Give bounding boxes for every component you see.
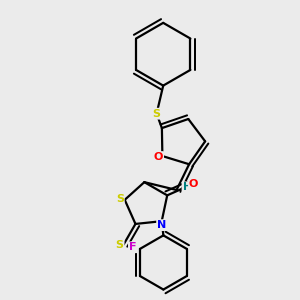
Text: F: F: [129, 242, 136, 252]
Text: S: S: [153, 109, 160, 119]
Text: O: O: [154, 152, 163, 162]
Text: H: H: [182, 182, 192, 192]
Text: O: O: [189, 179, 198, 189]
Text: S: S: [116, 194, 124, 203]
Text: N: N: [157, 220, 166, 230]
Text: S: S: [116, 239, 124, 250]
